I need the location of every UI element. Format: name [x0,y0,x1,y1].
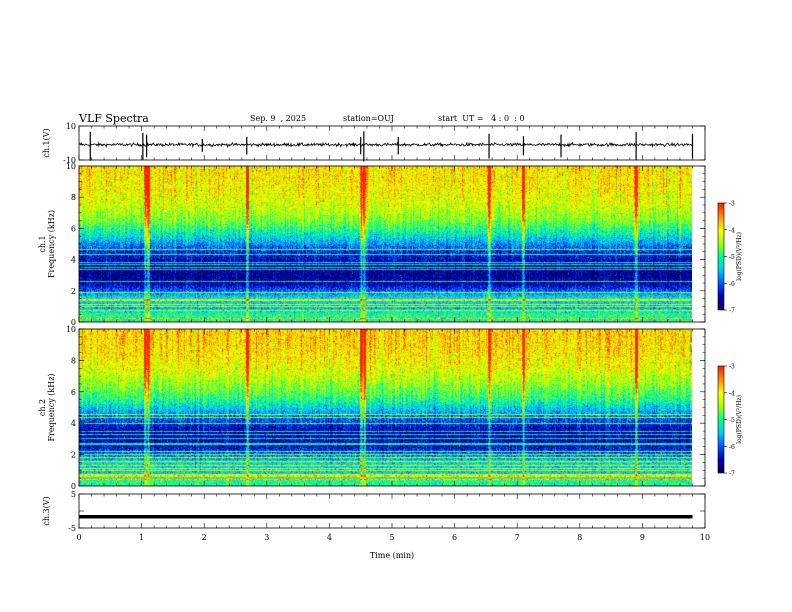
x-tick-label: 0 [76,533,81,542]
ch2-spectrogram-ytick-label: 2 [71,451,76,460]
ch1-spectrogram-ytick-label: 2 [71,287,76,296]
ch2-spectrogram-ylabel: ch.2 [38,399,47,416]
date-label: Sep. 9 , 2025 [250,114,307,123]
ch3-waveform-ytick-label: -5 [68,524,76,533]
ch1-spectrogram-image [79,166,692,322]
x-axis-label: Time (min) [370,551,414,560]
ch2-spectrogram-ytick-label: 10 [66,325,76,334]
station-label: station=OUJ [343,114,394,123]
ch1-spectrogram-colorbar-tick-label: -5 [729,254,735,261]
ch2-spectrogram-colorbar-tick-label: -3 [729,364,735,371]
ch1-waveform-ytick-label: 10 [66,122,76,131]
ch2-spectrogram-colorbar-tick-label: -4 [729,390,735,397]
x-tick-label: 3 [264,533,269,542]
ch2-spectrogram-ytick-label: 6 [71,388,76,397]
figure-title: VLF Spectra [79,112,149,125]
ch1-spectrogram-ytick-label: 10 [66,162,76,171]
ch2-spectrogram-colorbar-tick-label: -7 [729,471,735,478]
ch2-spectrogram-ytick-label: 8 [71,356,76,365]
ch2-spectrogram-colorbar-label: log(PSD)(V²/Hz) [736,395,743,444]
x-tick-label: 7 [515,533,520,542]
ch1-spectrogram-colorbar-tick-label: -3 [729,201,735,208]
ch2-spectrogram-ylabel: Frequency (kHz) [47,373,56,441]
ch1-waveform-ylabel: ch.1(V) [42,128,51,157]
ch2-spectrogram-colorbar-tick-label: -5 [729,417,735,424]
ch2-spectrogram-ytick-label: 0 [71,482,76,491]
x-tick-label: 1 [139,533,144,542]
ch1-waveform-trace [78,141,693,149]
ch1-spectrogram-ylabel: Frequency (kHz) [47,210,56,278]
ch1-spectrogram-colorbar-label: log(PSD)(V²/Hz) [736,232,743,281]
ch1-spectrogram-ytick-label: 0 [71,318,76,327]
ch1-spectrogram-ytick-label: 6 [71,224,76,233]
ch1-spectrogram-ytick-label: 8 [71,193,76,202]
ch2-spectrogram-colorbar [718,366,724,473]
ch3-waveform-ylabel: ch.3(V) [42,496,51,525]
x-tick-label: 9 [640,533,645,542]
ch1-waveform-ytick-label: -10 [63,156,76,165]
ch2-spectrogram-image [79,329,692,486]
x-tick-label: 6 [452,533,457,542]
x-tick-label: 10 [700,533,710,542]
ch1-spectrogram-colorbar-tick-label: -4 [729,227,735,234]
ch3-waveform-ytick-label: 5 [71,490,76,499]
x-tick-label: 8 [577,533,582,542]
ch1-spectrogram-ylabel: ch.1 [38,235,47,252]
x-tick-label: 4 [327,533,332,542]
ch2-spectrogram-colorbar-tick-label: -6 [729,444,735,451]
ch1-spectrogram-colorbar-tick-label: -7 [729,308,735,315]
x-tick-label: 5 [389,533,394,542]
ch1-spectrogram-colorbar [718,203,724,310]
ch3-waveform-frame [78,493,706,529]
ch1-spectrogram-ytick-label: 4 [71,256,76,265]
x-tick-label: 2 [202,533,207,542]
start-ut-label: start UT = 4 : 0 : 0 [438,114,525,123]
ch2-spectrogram-ytick-label: 4 [71,419,76,428]
ch1-spectrogram-colorbar-tick-label: -6 [729,281,735,288]
